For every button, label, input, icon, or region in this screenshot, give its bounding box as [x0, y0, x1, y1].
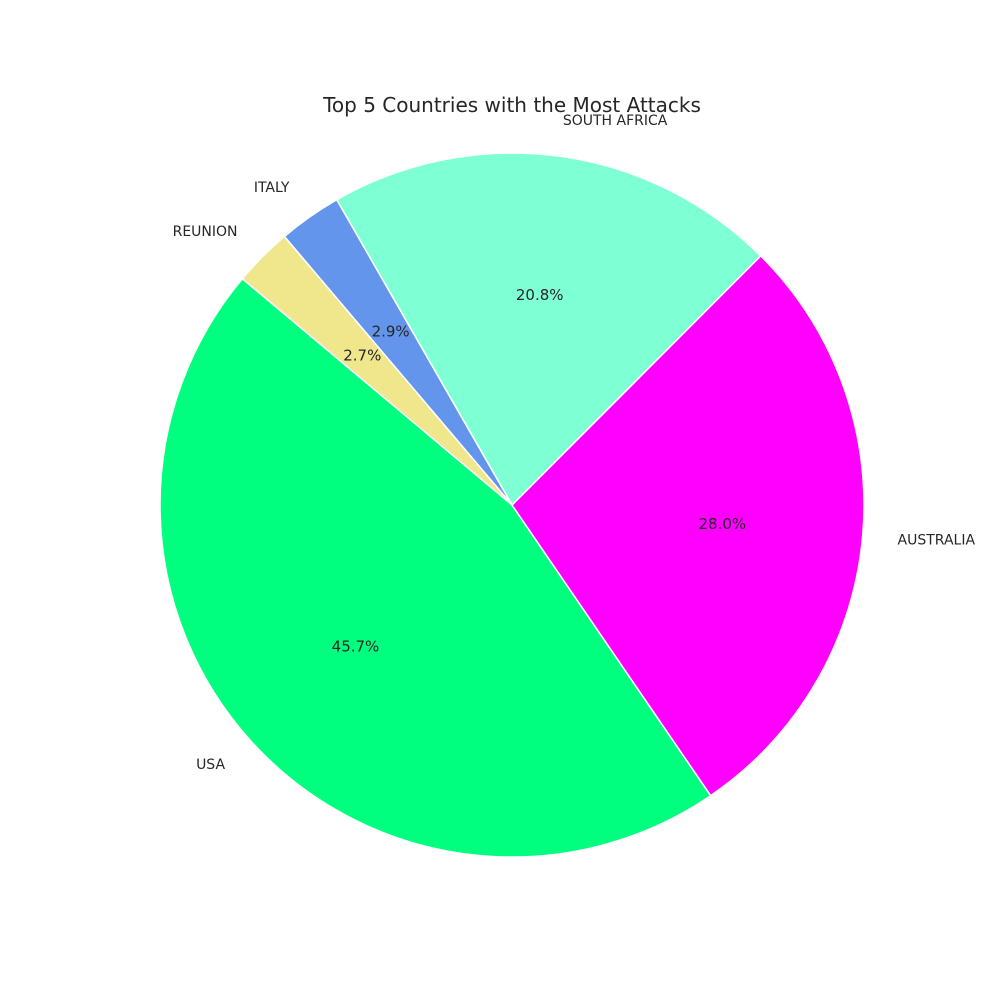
chart-title: Top 5 Countries with the Most Attacks	[322, 93, 701, 117]
slice-percent-south-africa: 20.8%	[516, 286, 564, 304]
slice-label-italy: ITALY	[254, 180, 290, 196]
slice-percent-usa: 45.7%	[332, 637, 380, 655]
pie-slice-south-africa	[335, 152, 762, 507]
pie-labels: USA 45.7% AUSTRALIA 28.0% SOUTH AFRICA 20.8% I…	[173, 113, 976, 773]
slice-label-south-africa: SOUTH AFRICA	[563, 113, 668, 129]
pie-slice-usa	[159, 277, 712, 858]
slice-percent-italy: 2.9%	[372, 323, 410, 341]
slice-label-australia: AUSTRALIA	[898, 533, 976, 549]
pie-slice-reunion	[241, 235, 513, 506]
pie-slice-australia	[511, 254, 865, 797]
slice-label-reunion: REUNION	[173, 224, 238, 240]
slice-percent-australia: 28.0%	[698, 515, 746, 533]
slice-label-usa: USA	[196, 757, 225, 773]
pie-slices	[159, 152, 865, 858]
slice-percent-reunion: 2.7%	[343, 347, 381, 365]
